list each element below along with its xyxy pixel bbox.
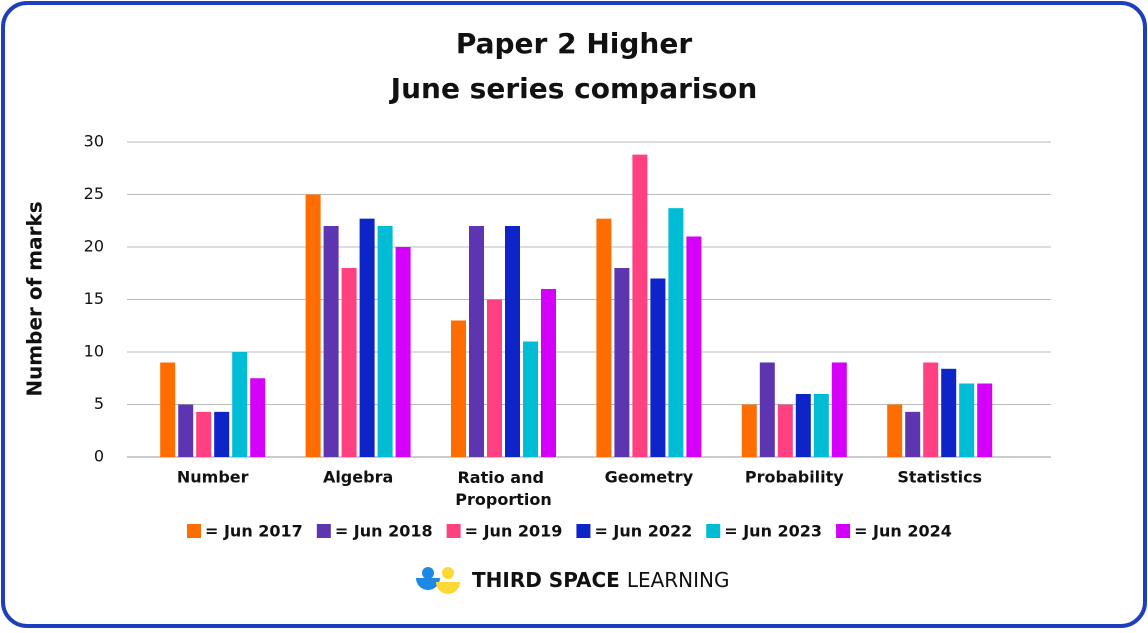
legend-label: = Jun 2017 bbox=[205, 522, 303, 541]
logo bbox=[416, 567, 460, 594]
legend-swatch bbox=[836, 524, 851, 538]
x-tick-label: Probability bbox=[745, 468, 844, 487]
bar bbox=[469, 226, 484, 457]
bar bbox=[795, 394, 811, 457]
bar bbox=[813, 394, 829, 457]
legend-swatch bbox=[446, 524, 461, 538]
legend-label: = Jun 2019 bbox=[465, 522, 563, 541]
y-tick-label: 0 bbox=[94, 447, 104, 466]
bar bbox=[668, 208, 684, 457]
bar bbox=[341, 268, 357, 457]
bar bbox=[359, 218, 375, 457]
bar bbox=[614, 268, 630, 457]
bar bbox=[451, 320, 466, 457]
logo-dot bbox=[442, 567, 454, 579]
y-tick-label: 5 bbox=[94, 394, 104, 413]
brand-suffix: LEARNING bbox=[627, 568, 730, 592]
y-tick-label: 25 bbox=[84, 184, 104, 203]
bar bbox=[650, 278, 666, 457]
bar bbox=[487, 299, 502, 457]
bar bbox=[831, 362, 847, 457]
bar bbox=[777, 404, 793, 457]
bar bbox=[232, 352, 248, 457]
legend-swatch bbox=[576, 524, 591, 538]
legend-label: = Jun 2023 bbox=[724, 522, 822, 541]
bar bbox=[305, 194, 321, 457]
bar bbox=[196, 411, 212, 457]
y-tick-label: 20 bbox=[84, 237, 104, 256]
x-tick-label: Geometry bbox=[605, 468, 694, 487]
legend-swatch bbox=[316, 524, 331, 538]
bar bbox=[759, 362, 775, 457]
bar bbox=[887, 404, 903, 457]
brand-main: THIRD SPACE bbox=[472, 568, 620, 592]
bar bbox=[214, 411, 230, 457]
x-tick-label: Statistics bbox=[897, 468, 982, 487]
y-axis-label: Number of marks bbox=[23, 201, 47, 396]
bar bbox=[741, 404, 757, 457]
y-tick-label: 10 bbox=[84, 342, 104, 361]
legend-label: = Jun 2018 bbox=[335, 522, 433, 541]
label-line: Proportion bbox=[455, 490, 551, 509]
bar bbox=[905, 411, 921, 457]
logo-shape bbox=[416, 578, 440, 590]
y-tick-label: 15 bbox=[84, 289, 104, 308]
x-tick-label: Ratio and Proportion bbox=[455, 468, 551, 509]
bar bbox=[941, 368, 957, 457]
bar bbox=[596, 218, 612, 457]
legend-label: = Jun 2022 bbox=[594, 522, 692, 541]
bar bbox=[250, 378, 266, 457]
chart-title: Paper 2 Higher bbox=[456, 27, 692, 60]
y-tick-label: 30 bbox=[84, 132, 104, 151]
bar bbox=[505, 226, 520, 457]
legend-swatch bbox=[706, 524, 721, 538]
bar bbox=[395, 247, 411, 457]
chart-subtitle: June series comparison bbox=[389, 72, 758, 105]
bar bbox=[686, 236, 702, 457]
legend-label: = Jun 2024 bbox=[854, 522, 952, 541]
bar bbox=[632, 154, 648, 457]
bar bbox=[178, 404, 194, 457]
bar bbox=[959, 383, 975, 457]
bar bbox=[377, 226, 393, 457]
label-line: Ratio and bbox=[457, 468, 549, 487]
logo-shape bbox=[436, 582, 460, 594]
x-tick-label: Algebra bbox=[323, 468, 393, 487]
brand: THIRD SPACE LEARNING bbox=[472, 568, 730, 592]
bar bbox=[977, 383, 993, 457]
bar bbox=[160, 362, 176, 457]
bar bbox=[323, 226, 339, 457]
logo-dot bbox=[422, 567, 434, 579]
bar bbox=[523, 341, 538, 457]
bar bbox=[923, 362, 939, 457]
bar bbox=[541, 289, 556, 457]
legend-swatch bbox=[187, 524, 201, 538]
x-tick-label: Number bbox=[177, 468, 249, 487]
